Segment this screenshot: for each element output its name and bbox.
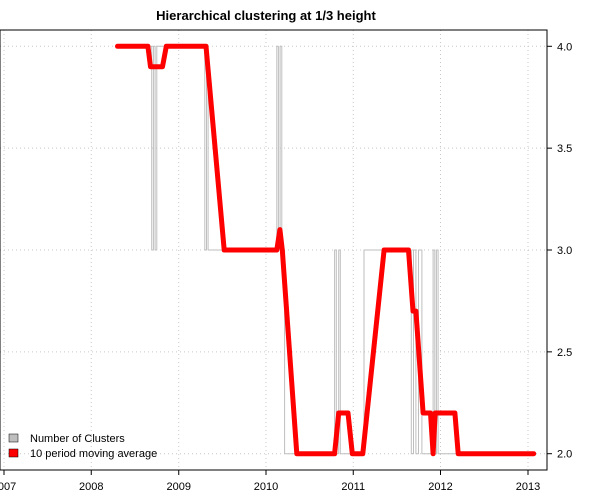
x-tick-label: 2011	[341, 481, 365, 493]
x-tick-label: 2007	[0, 481, 16, 493]
series-number-of-clusters	[117, 45, 535, 455]
legend-swatch-moving-average	[8, 448, 19, 458]
x-tick-label: 2012	[428, 481, 452, 493]
y-tick-label: 4.0	[557, 41, 572, 53]
y-tick-label: 2.0	[557, 449, 572, 461]
y-tick-label: 2.5	[557, 347, 572, 359]
legend: Number of Clusters 10 period moving aver…	[8, 433, 157, 460]
y-axis: 2.0 2.5 3.0 3.5 4.0	[547, 41, 572, 461]
x-axis: 2007 2008 2009 2010 2011 2012 2013	[0, 470, 540, 493]
y-tick-label: 3.5	[557, 143, 572, 155]
x-tick-label: 2013	[516, 481, 540, 493]
series-moving-average	[115, 43, 537, 457]
chart-title: Hierarchical clustering at 1/3 height	[156, 8, 376, 23]
legend-label-clusters: Number of Clusters	[30, 433, 125, 445]
legend-swatch-clusters	[8, 433, 19, 443]
x-tick-label: 2009	[167, 481, 191, 493]
series-layer	[115, 43, 537, 457]
x-tick-label: 2008	[79, 481, 103, 493]
y-tick-label: 3.0	[557, 245, 572, 257]
legend-label-moving-average: 10 period moving average	[30, 448, 157, 460]
x-tick-label: 2010	[254, 481, 278, 493]
